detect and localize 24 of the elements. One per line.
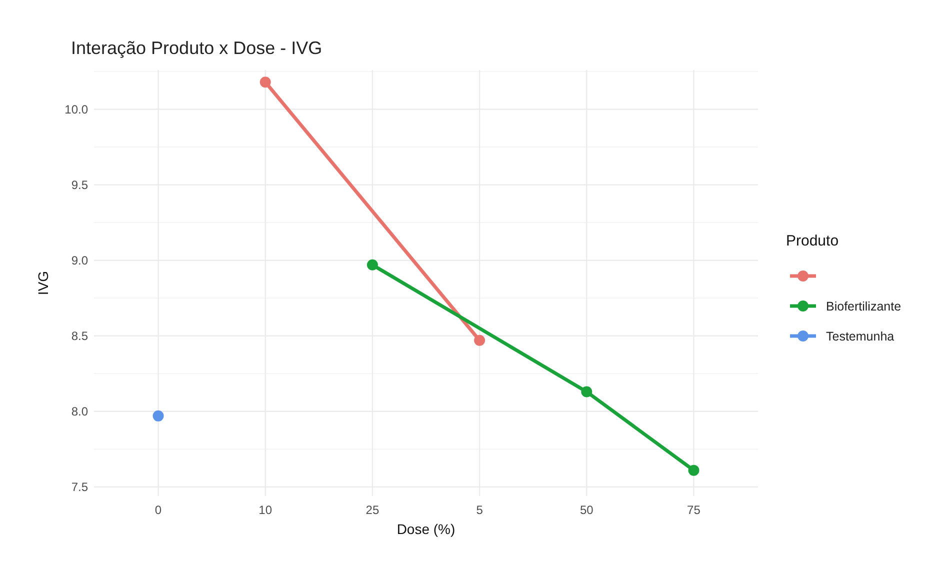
legend-label: Biofertilizante <box>826 299 902 314</box>
point <box>366 259 378 270</box>
y-tick-label: 9.0 <box>71 254 88 268</box>
y-tick-label: 9.5 <box>71 178 88 192</box>
legend-title: Produto <box>786 232 839 250</box>
legend-label: Testemunha <box>826 329 894 344</box>
y-tick-label: 10.0 <box>64 102 88 116</box>
x-tick-label: 5 <box>476 503 484 517</box>
x-tick-label: 0 <box>154 503 162 517</box>
x-tick-label: 10 <box>258 503 272 517</box>
point <box>152 410 164 422</box>
point <box>260 76 271 88</box>
x-tick-label: 75 <box>687 503 701 517</box>
x-tick-label: 25 <box>366 503 380 517</box>
y-tick-label: 8.5 <box>71 329 88 344</box>
y-axis-title: IVG <box>35 270 51 296</box>
point <box>581 386 592 398</box>
point <box>688 464 700 476</box>
y-tick-label: 8.0 <box>71 404 88 419</box>
chart-title: Interação Produto x Dose - IVG <box>71 38 322 58</box>
y-tick-label: 7.5 <box>71 480 88 494</box>
x-tick-label: 50 <box>580 503 594 517</box>
point <box>474 334 486 346</box>
x-axis-title: Dose (%) <box>396 521 456 537</box>
